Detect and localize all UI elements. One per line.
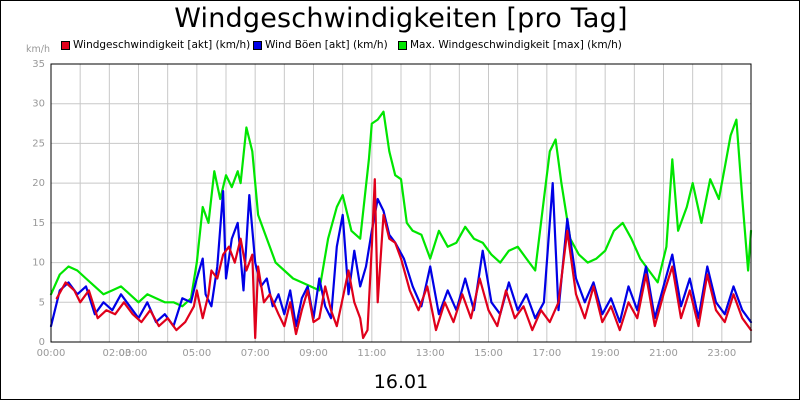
series-line-akt [55, 178, 753, 340]
y-tick-label: 0 [39, 337, 45, 348]
x-tick-label: 02:00 [103, 348, 132, 359]
chart-title: Windgeschwindigkeiten [pro Tag] [174, 3, 628, 34]
legend-item-akt: Windgeschwindigkeit [akt] (km/h) [61, 39, 250, 51]
x-tick-label: 23:00 [707, 348, 736, 359]
x-tick-label: 21:00 [649, 348, 678, 359]
series-line-boeen [49, 182, 753, 328]
y-axis-unit: km/h [26, 44, 50, 55]
legend-swatch-boeen [253, 40, 262, 50]
x-tick-label: 19:00 [591, 348, 620, 359]
legend-item-max: Max. Windgeschwindigkeit [max] (km/h) [398, 39, 622, 51]
y-tick-label: 20 [32, 178, 45, 189]
y-tick-label: 15 [32, 218, 45, 229]
x-tick-label: 13:00 [416, 348, 445, 359]
legend-swatch-akt [61, 40, 70, 50]
x-axis-title: 16.01 [373, 371, 429, 393]
y-tick-label: 25 [32, 138, 45, 149]
y-tick-label: 30 [32, 99, 45, 110]
x-tick-label: 11:00 [357, 348, 386, 359]
x-tick-label: 05:00 [182, 348, 211, 359]
x-tick-label: 03:00 [119, 348, 148, 359]
legend-label-boeen: Wind Böen [akt] (km/h) [265, 39, 388, 51]
y-tick-label: 10 [32, 258, 45, 269]
y-tick-label: 5 [39, 297, 45, 308]
plot-border [50, 63, 752, 343]
series-line-max [49, 110, 753, 308]
x-tick-label: 17:00 [532, 348, 561, 359]
x-tick-label: 07:00 [241, 348, 270, 359]
x-tick-label: 00:00 [37, 348, 66, 359]
legend-label-akt: Windgeschwindigkeit [akt] (km/h) [73, 39, 251, 51]
x-tick-label: 15:00 [474, 348, 503, 359]
legend-swatch-max [398, 40, 407, 50]
chart-legend: Windgeschwindigkeit [akt] (km/h) Wind Bö… [1, 39, 800, 53]
x-tick-label: 09:00 [299, 348, 328, 359]
legend-label-max: Max. Windgeschwindigkeit [max] (km/h) [410, 39, 622, 51]
y-tick-label: 35 [32, 59, 45, 70]
legend-item-boeen: Wind Böen [akt] (km/h) [253, 39, 388, 51]
